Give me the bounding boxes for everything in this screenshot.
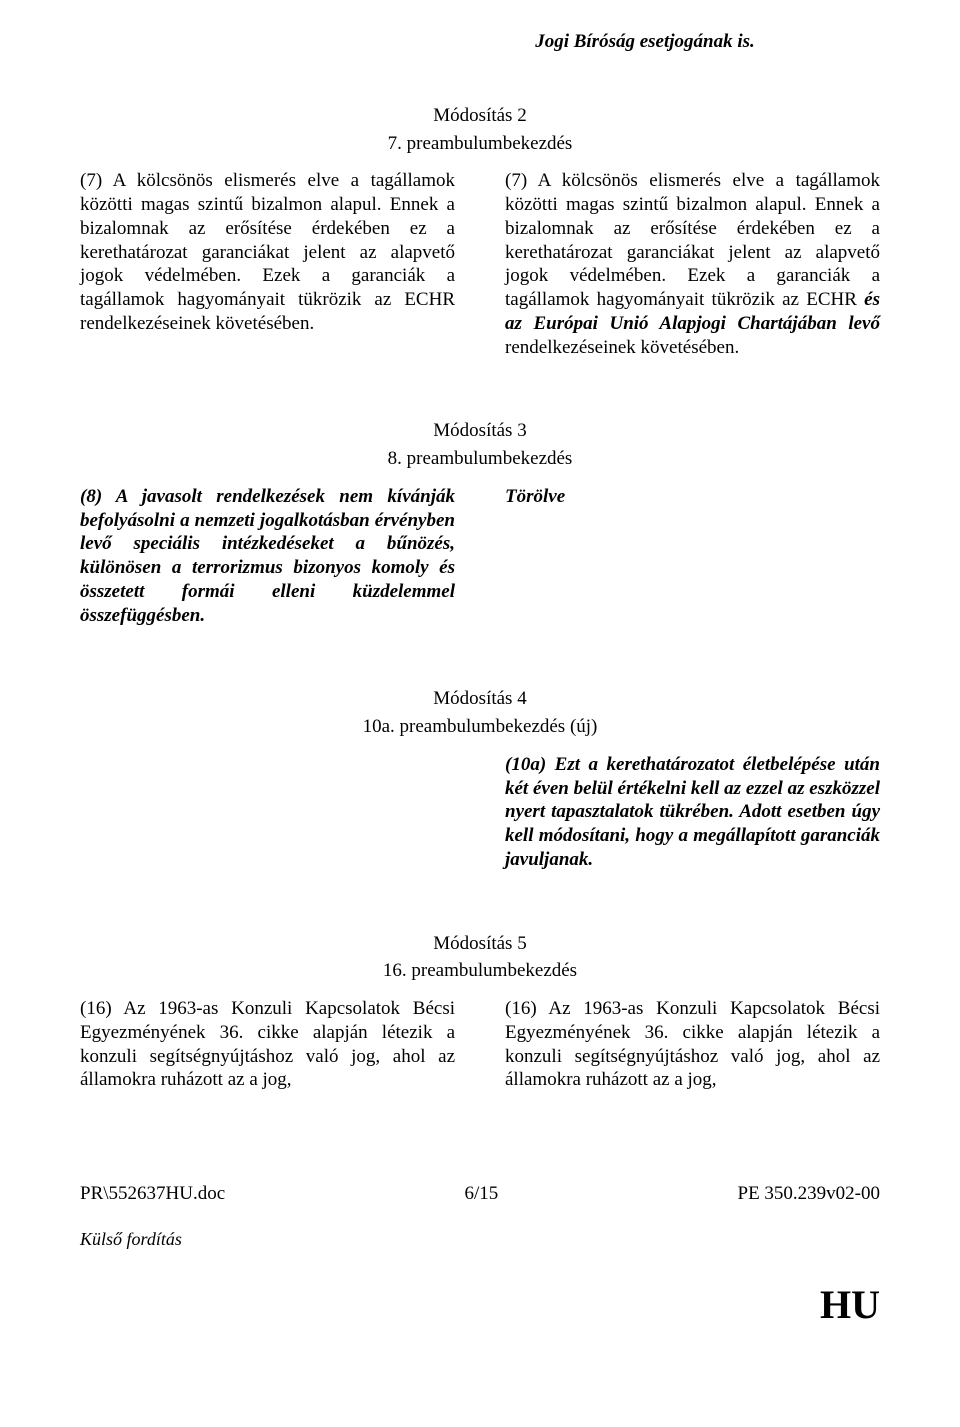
- amend2-right-prefix: (7) A kölcsönös elismerés elve a tagálla…: [505, 170, 880, 310]
- amend5-columns: (16) Az 1963-as Konzuli Kapcsolatok Bécs…: [80, 997, 880, 1092]
- amend2-right-suffix: rendelkezéseinek követésében.: [505, 337, 739, 358]
- amend3-left: (8) A javasolt rendelkezések nem kívánjá…: [80, 485, 455, 628]
- amend4-left: [80, 753, 455, 872]
- amend3-columns: (8) A javasolt rendelkezések nem kívánjá…: [80, 485, 880, 628]
- kulso-label: Külső fordítás: [80, 1228, 880, 1251]
- hu-label: HU: [80, 1280, 880, 1330]
- amend4-right: (10a) Ezt a kerethatározatot életbelépés…: [505, 753, 880, 872]
- amend2-title: Módosítás 2: [80, 104, 880, 128]
- amend2-left: (7) A kölcsönös elismerés elve a tagálla…: [80, 169, 455, 359]
- amend2-right: (7) A kölcsönös elismerés elve a tagálla…: [505, 169, 880, 359]
- footer-row: PR\552637HU.doc 6/15 PE 350.239v02-00: [80, 1182, 880, 1206]
- amend2-left-prefix: (7) A kölcsönös elismerés elve a tagálla…: [80, 170, 455, 310]
- footer-right: PE 350.239v02-00: [738, 1182, 881, 1206]
- amend5-right: (16) Az 1963-as Konzuli Kapcsolatok Bécs…: [505, 997, 880, 1092]
- amend5-title: Módosítás 5: [80, 932, 880, 956]
- amend2-columns: (7) A kölcsönös elismerés elve a tagálla…: [80, 169, 880, 359]
- footer-center: 6/15: [464, 1182, 498, 1206]
- amend4-title: Módosítás 4: [80, 687, 880, 711]
- amend3-right-em: Törölve: [505, 486, 565, 507]
- amend4-subtitle: 10a. preambulumbekezdés (új): [80, 715, 880, 739]
- footer-left: PR\552637HU.doc: [80, 1182, 225, 1206]
- amend2-subtitle: 7. preambulumbekezdés: [80, 132, 880, 156]
- amend2-left-suffix: rendelkezéseinek követésében.: [80, 313, 314, 334]
- amend3-title: Módosítás 3: [80, 419, 880, 443]
- amend4-columns: (10a) Ezt a kerethatározatot életbelépés…: [80, 753, 880, 872]
- amend4-right-em: (10a) Ezt a kerethatározatot életbelépés…: [505, 754, 880, 870]
- header-italic: Jogi Bíróság esetjogának is.: [410, 30, 880, 54]
- amend3-left-em: (8) A javasolt rendelkezések nem kívánjá…: [80, 486, 455, 626]
- amend3-subtitle: 8. preambulumbekezdés: [80, 447, 880, 471]
- amend5-left: (16) Az 1963-as Konzuli Kapcsolatok Bécs…: [80, 997, 455, 1092]
- amend5-subtitle: 16. preambulumbekezdés: [80, 959, 880, 983]
- amend3-right: Törölve: [505, 485, 880, 628]
